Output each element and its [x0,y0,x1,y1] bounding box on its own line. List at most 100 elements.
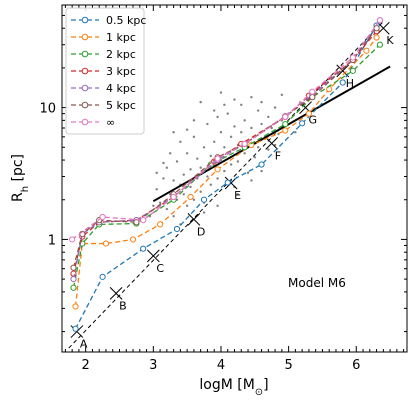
scatter-point [260,100,263,104]
axes-layer: 2 3 4 5 6 1 10 [39,5,407,373]
y-tick-label: 10 [39,102,56,117]
series-marker [187,193,194,201]
scatter-point [223,103,226,106]
scatter-point [209,183,213,186]
legend-entry-label: ∞ [106,116,115,129]
scatter-point [236,193,240,196]
scatter-point [152,204,155,207]
marker-label: H [346,77,354,90]
series-line [71,19,381,240]
series-marker [72,303,79,310]
legend-entry-label: 5 kpc [106,99,136,112]
series-marker [72,325,79,332]
scatter-point [199,166,202,169]
cross-marker [187,212,201,226]
series-marker [224,179,231,186]
scatter-point [256,109,260,112]
scatter-point [236,160,240,163]
series-marker [373,25,380,32]
scatter-point [192,198,196,201]
x-axis-label: logM [M⊙] [199,377,268,398]
cross-marker [109,286,123,300]
x-tick-label: 6 [352,358,360,373]
series-marker [373,34,380,41]
scatter-point [192,135,196,139]
series-line [74,25,378,330]
series-marker [140,245,147,252]
series-marker [156,221,164,228]
marker-label: G [309,114,318,127]
cross-marker [70,325,84,338]
scatter-point [206,122,209,126]
scatter-point [175,160,179,163]
scatter-point [199,190,202,193]
scatter-point [162,161,165,165]
scatter-point [189,168,192,171]
cross-marker [299,101,312,114]
scatter-point [182,173,185,176]
series-marker [349,67,356,74]
scatter-point [233,125,236,128]
scatter-point [270,126,273,130]
scatter-point [226,112,229,115]
series-marker [214,155,221,162]
marker-label: B [119,299,127,312]
legend-entry-label: 2 kpc [106,48,136,61]
legend-entry-label: 4 kpc [106,82,136,95]
series-marker [349,54,356,61]
scatter-point [273,106,277,109]
scatter-point [219,131,223,134]
scatter-point [179,140,182,144]
scatter-point [213,140,216,144]
series-marker [133,219,140,226]
x-tick-label: 4 [217,358,225,373]
scatter-point [267,148,270,151]
scatter-point [250,126,253,130]
scatter-point [250,95,253,99]
marker-label: A [80,338,88,351]
legend-swatch-marker [81,33,89,41]
scatter-point [216,204,219,207]
scatter-point [172,131,175,134]
series-marker [363,47,370,54]
scatter-point [213,109,216,112]
lines-layer: A B C D E F G H K [68,17,394,351]
scatter-point [260,122,263,126]
legend-swatch-marker [81,84,89,92]
scatter-point [209,154,213,158]
marker-label: K [386,34,394,47]
x-tick-label: 3 [149,358,157,373]
cross-marker [336,64,350,78]
series-marker [282,113,289,120]
scatter-point [199,100,202,104]
series-marker [309,94,316,101]
scatter-point [196,157,199,160]
x-tick-label: 5 [284,358,292,373]
legend-swatch-marker [81,16,89,24]
scatter-point [240,131,243,134]
legend-entry-label: 0.5 kpc [106,14,146,27]
series-marker [248,141,255,149]
scatter-point [260,169,263,173]
scatter-point [294,131,297,134]
series-marker [214,166,221,173]
series-marker [299,120,306,127]
plot-frame [61,4,408,353]
series-marker [99,213,106,221]
legend-swatch-marker [81,67,89,75]
scatter-point [185,204,189,207]
scatter-point [169,152,172,155]
legend-swatch-marker [81,101,89,109]
legend-swatch-marker [81,118,89,126]
series-marker [282,127,289,134]
scatter-point [243,152,246,155]
scatter-point [165,166,169,169]
scatter-point [192,119,196,122]
y-tick-label: 1 [48,233,56,248]
scatter-point [206,175,209,178]
series-marker [305,110,313,117]
legend-entry-label: 1 kpc [106,31,136,44]
scatter-point [223,146,226,149]
scatter-point [185,152,189,155]
